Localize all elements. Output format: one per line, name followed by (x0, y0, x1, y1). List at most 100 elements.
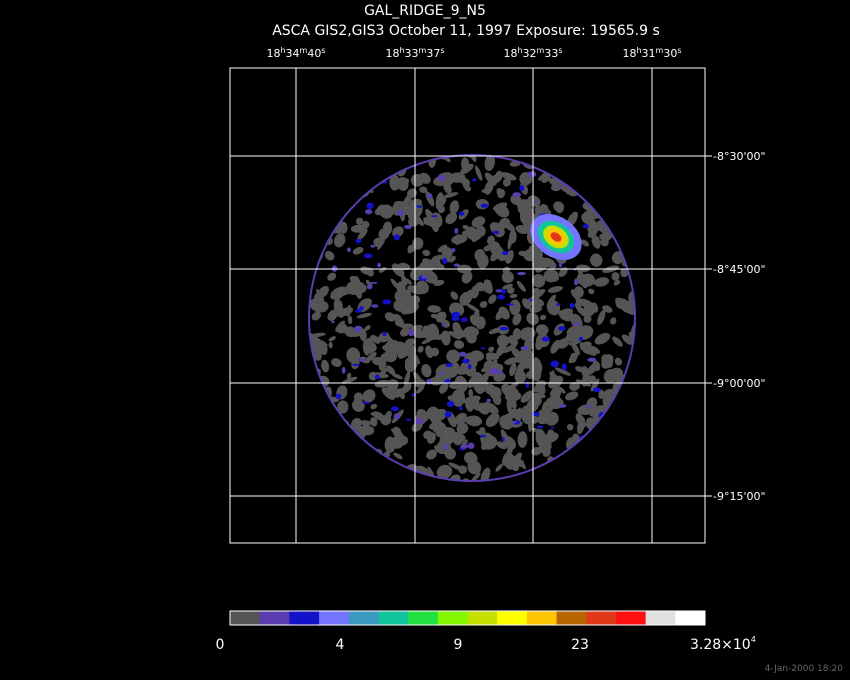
noise-blob (352, 399, 365, 412)
bright-blob (582, 224, 589, 229)
noise-blob (426, 432, 436, 444)
noise-blob (390, 161, 407, 169)
noise-blob (308, 352, 313, 362)
noise-blob (484, 154, 496, 172)
noise-blob (385, 477, 403, 482)
bright-blob (393, 234, 400, 241)
noise-blob (465, 334, 472, 341)
noise-blob (521, 405, 532, 418)
noise-blob (618, 424, 631, 439)
ra-value: 18 (622, 47, 636, 60)
noise-blob (526, 154, 542, 159)
noise-blob (596, 154, 604, 163)
noise-blob (601, 354, 614, 369)
noise-blob (308, 467, 316, 479)
noise-blob (592, 431, 604, 439)
noise-blob (604, 192, 614, 200)
noise-blob (356, 312, 372, 319)
noise-blob (308, 251, 313, 259)
noise-blob (434, 445, 445, 455)
bright-blob (458, 211, 465, 216)
bright-blob (501, 437, 505, 442)
noise-blob (345, 462, 355, 476)
noise-blob (339, 188, 348, 198)
noise-blob (464, 362, 477, 377)
bright-blob (556, 303, 561, 306)
noise-blob (378, 332, 390, 343)
noise-blob (607, 367, 624, 382)
noise-blob (390, 436, 404, 449)
noise-blob (396, 474, 405, 482)
noise-blob (362, 389, 376, 403)
noise-blob (385, 469, 394, 482)
noise-blob (557, 465, 565, 472)
bright-blob (427, 193, 433, 199)
ra-label: 18h31m30s (622, 46, 681, 60)
noise-blob (500, 419, 508, 429)
noise-blob (581, 307, 594, 316)
noise-blob (466, 303, 480, 313)
noise-blob (465, 397, 474, 412)
colorbar-swatch (645, 611, 676, 625)
noise-blob (598, 389, 605, 399)
bright-blob (443, 443, 448, 450)
bright-blob (390, 406, 399, 412)
noise-blob (555, 385, 566, 394)
noise-blob (314, 435, 327, 447)
noise-blob (398, 262, 411, 271)
ra-unit: m (537, 46, 545, 55)
noise-blob (308, 390, 315, 405)
noise-blob (386, 365, 396, 375)
bright-blob (346, 247, 352, 253)
bright-blob (569, 302, 575, 309)
noise-blob (496, 188, 505, 198)
bright-blob (519, 185, 525, 192)
noise-blob (462, 179, 470, 189)
noise-blob (624, 213, 634, 224)
noise-blob (508, 335, 518, 347)
noise-blob (415, 329, 433, 339)
noise-blob (467, 460, 482, 475)
noise-blob (430, 408, 442, 424)
noise-blob (353, 475, 361, 482)
noise-blob (450, 291, 459, 300)
noise-blob (565, 391, 579, 401)
bright-blob (430, 215, 438, 218)
noise-blob (392, 226, 404, 238)
noise-blob (393, 452, 403, 460)
timestamp: 4-Jan-2000 18:20 (765, 664, 844, 674)
bright-blob (499, 326, 509, 331)
noise-blob (534, 356, 543, 372)
noise-blob (501, 271, 514, 284)
noise-blob (577, 416, 586, 435)
noise-blob (332, 187, 342, 194)
noise-blob (333, 233, 346, 248)
noise-blob (619, 156, 633, 165)
noise-blob (492, 388, 501, 397)
noise-blob (496, 343, 507, 357)
bright-blob (489, 368, 499, 375)
noise-blob (573, 163, 584, 175)
noise-blob (583, 314, 592, 323)
noise-blob (583, 445, 591, 453)
noise-blob (311, 311, 322, 321)
noise-blob (588, 288, 595, 295)
noise-blob (327, 309, 338, 321)
noise-blob (400, 473, 418, 482)
noise-blob (369, 466, 379, 481)
noise-blob (359, 420, 372, 426)
noise-blob (319, 449, 335, 463)
noise-blob (336, 286, 355, 295)
bright-blob (486, 398, 491, 403)
noise-blob (393, 471, 403, 481)
noise-blob (396, 281, 406, 295)
noise-blob (443, 427, 456, 440)
bright-blob (612, 410, 621, 417)
noise-blob (437, 205, 446, 214)
noise-blob (338, 179, 347, 186)
noise-blob (624, 178, 632, 186)
noise-blob (421, 363, 432, 378)
bright-blob (472, 178, 477, 182)
bright-blob (501, 289, 507, 294)
bright-blob (517, 271, 526, 276)
